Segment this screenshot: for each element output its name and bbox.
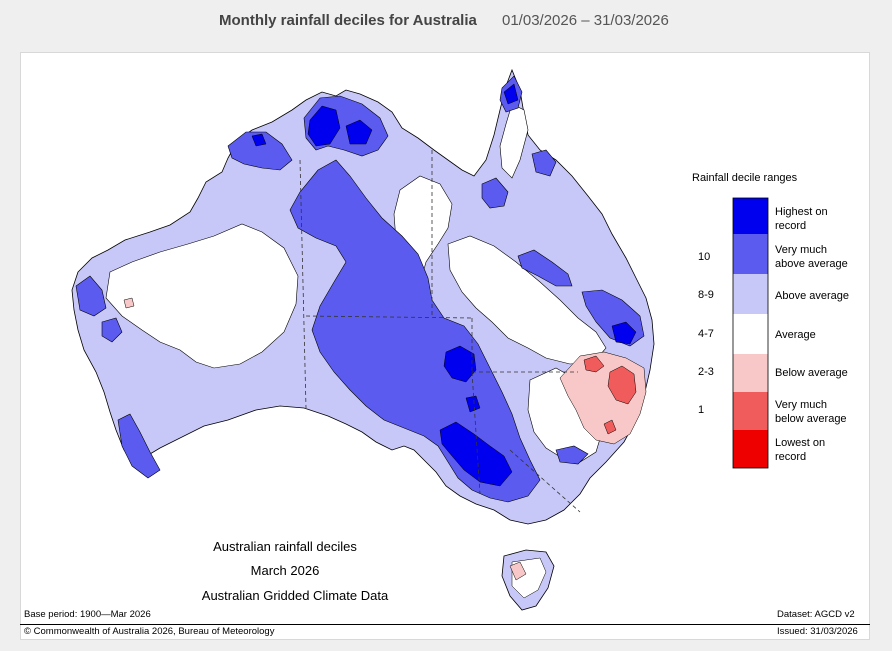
top-end-east-highest-region bbox=[345, 119, 373, 145]
sa-highest-region bbox=[443, 345, 477, 383]
nsw-north-very-much-below-region bbox=[583, 355, 605, 373]
legend-swatch-very-much-above bbox=[733, 234, 768, 274]
qld-east-highest-region bbox=[611, 321, 637, 345]
sa-south-highest-region bbox=[439, 421, 513, 487]
west-average-region bbox=[105, 223, 299, 369]
cape-york-highest-region bbox=[503, 83, 519, 105]
kimberley-highest-region bbox=[251, 133, 267, 147]
copyright: © Commonwealth of Australia 2026, Bureau… bbox=[24, 626, 275, 637]
wa-small-below-average-region bbox=[123, 297, 135, 309]
legend-swatch-very-much-below bbox=[733, 392, 768, 430]
legend-label-average: Average bbox=[775, 329, 816, 341]
footer-divider bbox=[20, 624, 870, 625]
southwest-very-much-above-region bbox=[117, 413, 161, 479]
issued-date: Issued: 31/03/2026 bbox=[777, 626, 858, 637]
top-end-highest-region bbox=[307, 105, 341, 147]
legend-title: Rainfall decile ranges bbox=[692, 172, 798, 184]
sa-small-highest-region bbox=[465, 395, 481, 413]
legend-label-above: Above average bbox=[775, 290, 849, 302]
legend-range-8-9: 8-9 bbox=[698, 289, 714, 301]
map-caption-title: Australian rainfall deciles bbox=[213, 539, 357, 554]
legend-swatch-lowest bbox=[733, 430, 768, 468]
legend-label-lowest: Lowest on record bbox=[775, 437, 826, 463]
legend-range-2-3: 2-3 bbox=[698, 366, 714, 378]
legend-range-1: 1 bbox=[698, 404, 705, 416]
map-caption-month: March 2026 bbox=[250, 563, 320, 578]
date-range: 01/03/2026 – 31/03/2026 bbox=[502, 12, 669, 29]
nsw-very-much-above-region bbox=[555, 445, 589, 465]
legend-frame bbox=[732, 197, 769, 469]
kimberley-very-much-above-region bbox=[227, 131, 293, 171]
page-title: Monthly rainfall deciles for Australia bbox=[219, 12, 477, 29]
legend-swatch-highest bbox=[733, 198, 768, 234]
legend-range-10: 10 bbox=[698, 251, 711, 263]
qld-north-very-much-above-region bbox=[481, 177, 509, 209]
legend-range-4-7: 4-7 bbox=[698, 328, 714, 340]
nsw-south-very-much-below-region bbox=[603, 419, 617, 435]
page-header: Monthly rainfall deciles for Australia 0… bbox=[0, 0, 892, 44]
tasmania-below-region bbox=[509, 561, 527, 581]
legend-label-below: Below average bbox=[775, 367, 848, 379]
legend-label-highest: Highest on record bbox=[775, 206, 828, 232]
map-caption-dataset: Australian Gridded Climate Data bbox=[201, 588, 389, 603]
wa-coast-very-much-above-region bbox=[75, 275, 107, 317]
legend-swatch-above bbox=[733, 274, 768, 314]
legend-label-very-much-above: Very much above average bbox=[775, 244, 848, 270]
gulf-very-much-above-region bbox=[531, 149, 557, 177]
legend-swatch-below bbox=[733, 354, 768, 392]
state-borders bbox=[299, 150, 581, 513]
nsw-very-much-below-region bbox=[607, 365, 637, 405]
central-very-much-above-region bbox=[289, 159, 541, 503]
legend-label-very-much-below: Very much below average bbox=[775, 399, 847, 425]
wa-inland-very-much-above-region bbox=[101, 317, 123, 343]
legend-swatch-average bbox=[733, 314, 768, 354]
cape-york-average-region bbox=[499, 103, 529, 179]
dataset-label: Dataset: AGCD v2 bbox=[777, 609, 855, 620]
base-period: Base period: 1900—Mar 2026 bbox=[24, 609, 151, 620]
qld-central-very-much-above-region bbox=[517, 249, 573, 287]
